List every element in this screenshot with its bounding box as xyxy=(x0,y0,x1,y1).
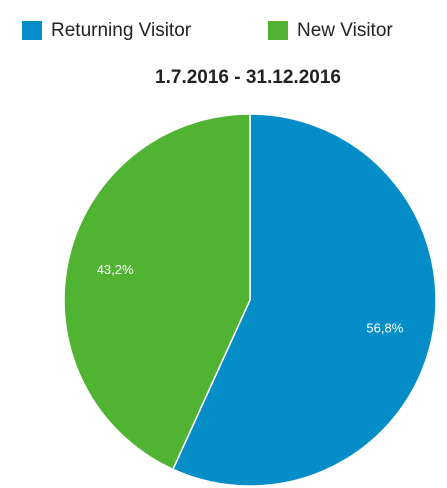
legend-swatch xyxy=(268,21,288,40)
legend-label: Returning Visitor xyxy=(51,20,192,41)
slice-label: 43,2% xyxy=(97,262,134,277)
legend-label: New Visitor xyxy=(297,20,393,41)
chart-title: 1.7.2016 - 31.12.2016 xyxy=(155,67,341,88)
legend-swatch xyxy=(22,21,42,40)
slice-label: 56,8% xyxy=(366,321,403,336)
pie-slice xyxy=(63,113,251,471)
pie-slice xyxy=(171,113,437,487)
